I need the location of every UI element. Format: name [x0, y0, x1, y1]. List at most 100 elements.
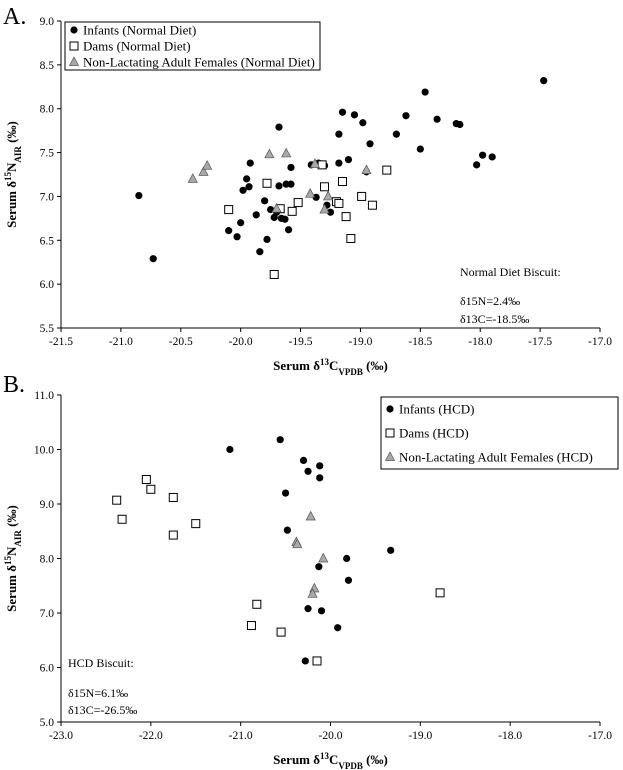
infant-point	[261, 197, 269, 205]
infant-point	[243, 175, 251, 183]
y-tick-label: 9.0	[40, 16, 55, 28]
legend-entry-label: Infants (Normal Diet)	[83, 23, 196, 38]
infant-point	[344, 155, 353, 164]
infant-point	[287, 180, 295, 188]
infant-point	[304, 605, 312, 613]
infant-point	[456, 120, 464, 129]
dam-point	[246, 621, 256, 631]
x-tick-label: -20.0	[319, 730, 343, 742]
x-tick-label: -19.0	[408, 730, 432, 742]
non-lactating-point	[271, 202, 282, 213]
x-tick-label: -17.5	[528, 336, 552, 348]
non-lactating-point	[309, 582, 320, 593]
non-lactating-point	[318, 552, 329, 563]
annotation-line: δ13C=-18.5‰	[460, 312, 529, 326]
y-tick-label: 9.0	[40, 499, 55, 511]
infant-point	[301, 657, 309, 665]
annotation-title: Normal Diet Biscuit:	[460, 265, 561, 279]
legend-circle-icon	[386, 405, 394, 413]
legend-entry-label: Dams (Normal Diet)	[83, 39, 191, 54]
dam-point	[168, 530, 178, 540]
panel-label: A.	[3, 4, 26, 30]
x-tick-label: -19.5	[289, 336, 313, 348]
dam-point	[435, 588, 445, 598]
series-gray-triangle	[291, 510, 329, 598]
biscuit-annotation: HCD Biscuit: δ15N=6.1‰ δ13C=-26.5‰	[68, 656, 137, 717]
infant-point	[149, 255, 157, 263]
non-lactating-point	[198, 166, 209, 176]
annotation-line: δ13C=-26.5‰	[68, 703, 137, 717]
x-axis-label: Serum δ13CVPDB (‰)	[273, 357, 388, 377]
x-tick-label: -17.0	[588, 730, 612, 742]
y-tick-label: 5.0	[40, 717, 55, 729]
x-tick-label: -17.0	[588, 336, 612, 348]
infant-point	[488, 153, 496, 161]
infant-point	[316, 474, 324, 482]
infant-point	[359, 119, 367, 127]
panel-label: B.	[3, 372, 25, 398]
x-tick-label: -18.0	[468, 336, 492, 348]
non-lactating-point	[309, 158, 321, 168]
legend-square-icon	[69, 41, 79, 51]
infant-point	[281, 489, 290, 497]
infant-point	[334, 624, 342, 632]
legend-triangle-icon	[384, 451, 396, 461]
dam-point	[117, 514, 127, 524]
y-tick-label: 8.0	[40, 104, 55, 116]
dam-point	[224, 205, 234, 215]
dam-point	[168, 492, 178, 502]
infant-point	[233, 233, 241, 241]
non-lactating-point	[305, 188, 316, 198]
infant-point	[315, 563, 323, 571]
infant-point	[281, 215, 289, 223]
infant-point	[299, 456, 308, 464]
x-tick-label: -19.0	[348, 336, 372, 348]
x-tick-label: -21.0	[109, 336, 133, 348]
legend-entry-label: Non-Lactating Adult Females (Normal Diet…	[83, 55, 315, 70]
y-tick-label: 7.0	[40, 191, 55, 203]
y-tick-label: 6.5	[40, 235, 55, 247]
dam-point	[341, 212, 351, 222]
infant-point	[335, 159, 343, 167]
infant-point	[304, 467, 312, 475]
infant-point	[540, 77, 548, 85]
dam-point	[287, 206, 297, 216]
infant-point	[135, 191, 143, 200]
y-axis-label: Serum δ15NAIR (‰)	[3, 505, 23, 612]
biscuit-annotation: Normal Diet Biscuit: δ15N=2.4‰ δ13C=-18.5‰	[460, 265, 561, 326]
infant-point	[312, 193, 320, 201]
infant-point	[287, 163, 295, 172]
infant-point	[473, 161, 481, 169]
non-lactating-point	[361, 164, 372, 174]
y-tick-label: 10.0	[34, 445, 54, 457]
x-axis-label: Serum δ13CVPDB (‰)	[273, 751, 388, 770]
legend-entry-label: Dams (HCD)	[399, 426, 469, 441]
non-lactating-point	[281, 147, 292, 158]
chart-panel-1: A. 5.5 6.0 6.5 7.0 7.5 8.0 8.5 9.0 -21.5 -21.0 -20.…	[3, 4, 612, 377]
infant-point	[225, 227, 233, 235]
infant-point	[343, 554, 351, 563]
infant-point	[252, 211, 260, 219]
legend: Infants (HCD) Dams (HCD) Non-Lactating Adu…	[380, 396, 619, 470]
infant-point	[421, 88, 429, 96]
dam-point	[334, 198, 344, 208]
x-tick-label: -20.0	[229, 336, 253, 348]
annotation-title: HCD Biscuit:	[68, 656, 134, 670]
infant-point	[350, 111, 359, 119]
dam-point	[112, 495, 122, 505]
legend-entry-label: Infants (HCD)	[399, 402, 474, 417]
y-tick-label: 8.0	[40, 554, 55, 566]
non-lactating-point	[187, 173, 198, 183]
series-filled-circle	[135, 77, 548, 263]
x-tick-label: -21.0	[229, 730, 253, 742]
legend-circle-icon	[70, 26, 78, 34]
legend: Infants (Normal Diet)Dams (Normal Diet)N…	[64, 21, 321, 71]
dam-point	[276, 627, 286, 637]
non-lactating-point	[202, 159, 213, 170]
legend-triangle-icon	[68, 56, 80, 66]
dam-point	[337, 177, 347, 187]
dam-point	[357, 191, 367, 201]
infant-point	[392, 130, 400, 138]
dam-point	[146, 484, 156, 494]
infant-point	[245, 183, 253, 191]
